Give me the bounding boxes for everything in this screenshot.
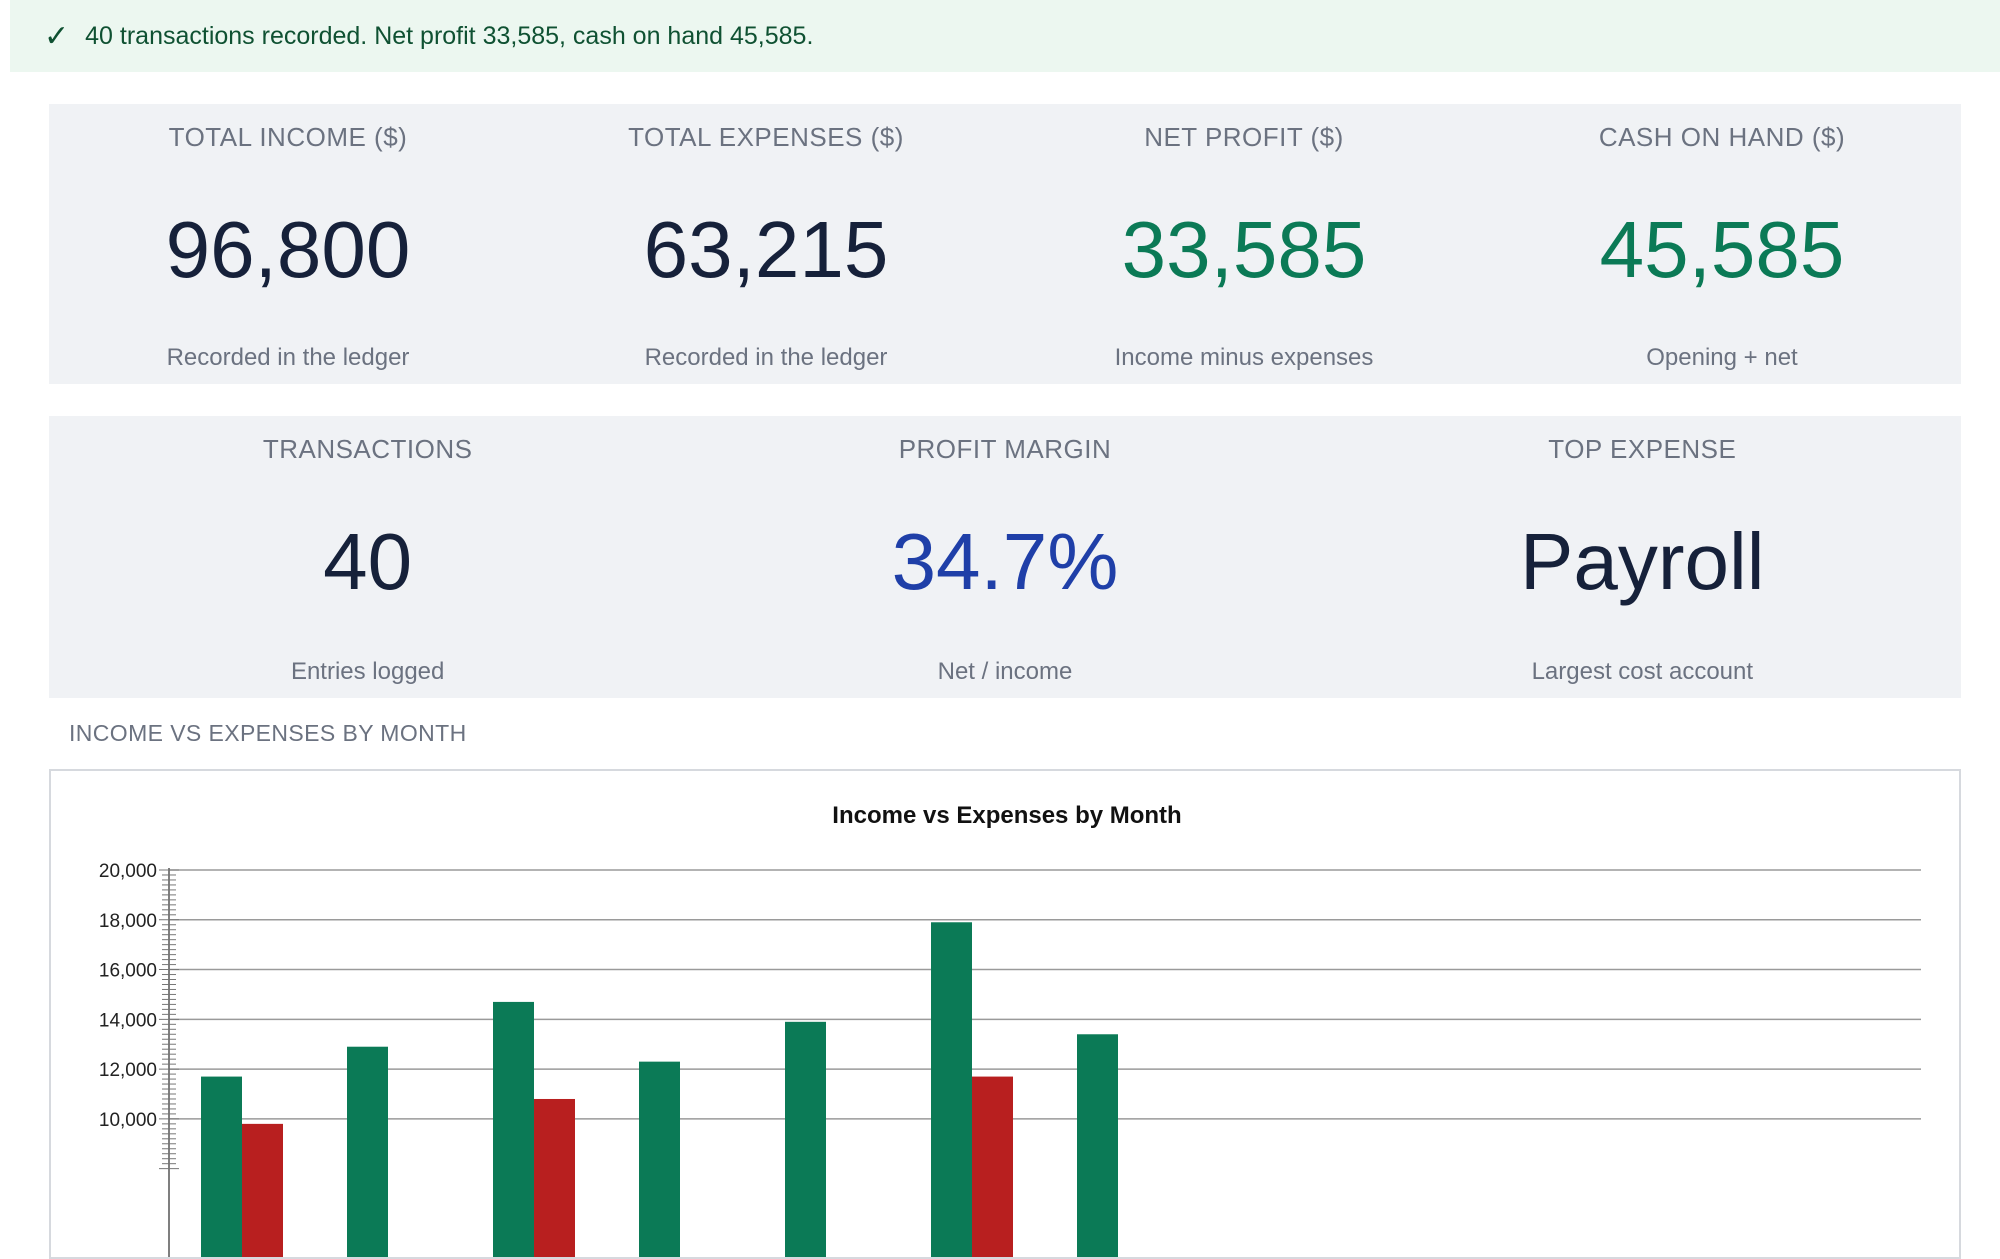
expense-bar: [972, 1076, 1013, 1257]
kpi-card-cash-on-hand: CASH ON HAND ($) 45,585 Opening + net: [1483, 104, 1961, 384]
y-tick-label: 20,000: [99, 861, 157, 882]
status-message: 40 transactions recorded. Net profit 33,…: [85, 21, 814, 50]
y-tick-label: 14,000: [99, 1010, 157, 1031]
kpi-label: CASH ON HAND ($): [1598, 122, 1846, 152]
y-tick-label: 10,000: [99, 1110, 157, 1131]
kpi-subtext: Largest cost account: [1531, 658, 1754, 685]
kpi-card-profit-margin: PROFIT MARGIN 34.7% Net / income: [686, 416, 1323, 698]
kpi-value: 96,800: [165, 205, 411, 294]
kpi-label: PROFIT MARGIN: [898, 434, 1112, 464]
check-icon: ✓: [44, 18, 70, 54]
income-bar: [347, 1046, 388, 1257]
kpi-value: 45,585: [1599, 205, 1845, 294]
kpi-card-total-expenses: TOTAL EXPENSES ($) 63,215 Recorded in th…: [527, 104, 1005, 384]
y-tick-label: 18,000: [99, 911, 157, 932]
kpi-subtext: Entries logged: [290, 658, 445, 685]
kpi-label: TRANSACTIONS: [262, 434, 473, 464]
kpi-subtext: Recorded in the ledger: [644, 344, 888, 371]
expense-bar: [242, 1123, 283, 1257]
kpi-value: 33,585: [1121, 205, 1367, 294]
kpi-card-transactions: TRANSACTIONS 40 Entries logged: [49, 416, 686, 698]
kpi-label: NET PROFIT ($): [1144, 122, 1344, 152]
income-bar: [785, 1021, 826, 1257]
kpi-card-total-income: TOTAL INCOME ($) 96,800 Recorded in the …: [49, 104, 527, 384]
y-tick-label: 16,000: [99, 961, 157, 982]
expense-bar: [534, 1098, 575, 1257]
kpi-card-net-profit: NET PROFIT ($) 33,585 Income minus expen…: [1005, 104, 1483, 384]
kpi-subtext: Income minus expenses: [1114, 344, 1374, 371]
section-title-chart: INCOME VS EXPENSES BY MONTH: [69, 720, 467, 746]
income-expense-chart: Income vs Expenses by Month 10,000 12,000…: [99, 802, 1921, 1257]
chart-container: Income vs Expenses by Month 10,000 12,000…: [49, 769, 1961, 1259]
y-tick-label: 12,000: [99, 1060, 157, 1081]
income-bar: [201, 1076, 242, 1257]
kpi-subtext: Recorded in the ledger: [166, 344, 410, 371]
chart-title: Income vs Expenses by Month: [832, 802, 1181, 829]
kpi-value: Payroll: [1520, 517, 1765, 606]
kpi-row-secondary: TRANSACTIONS 40 Entries logged PROFIT MA…: [49, 416, 1961, 698]
income-bar: [1077, 1034, 1118, 1257]
kpi-value: 34.7%: [891, 517, 1119, 606]
kpi-subtext: Net / income: [937, 658, 1073, 685]
income-bar: [931, 922, 972, 1257]
kpi-row-primary: TOTAL INCOME ($) 96,800 Recorded in the …: [49, 104, 1961, 384]
kpi-label: TOP EXPENSE: [1548, 434, 1737, 464]
kpi-subtext: Opening + net: [1646, 344, 1798, 371]
kpi-value: 40: [323, 517, 413, 606]
status-banner: ✓ 40 transactions recorded. Net profit 3…: [10, 0, 2000, 72]
kpi-label: TOTAL INCOME ($): [168, 122, 408, 152]
kpi-value: 63,215: [643, 205, 889, 294]
income-bar: [493, 1001, 534, 1257]
kpi-card-top-expense: TOP EXPENSE Payroll Largest cost account: [1324, 416, 1961, 698]
income-bar: [639, 1061, 680, 1257]
kpi-label: TOTAL EXPENSES ($): [628, 122, 904, 152]
